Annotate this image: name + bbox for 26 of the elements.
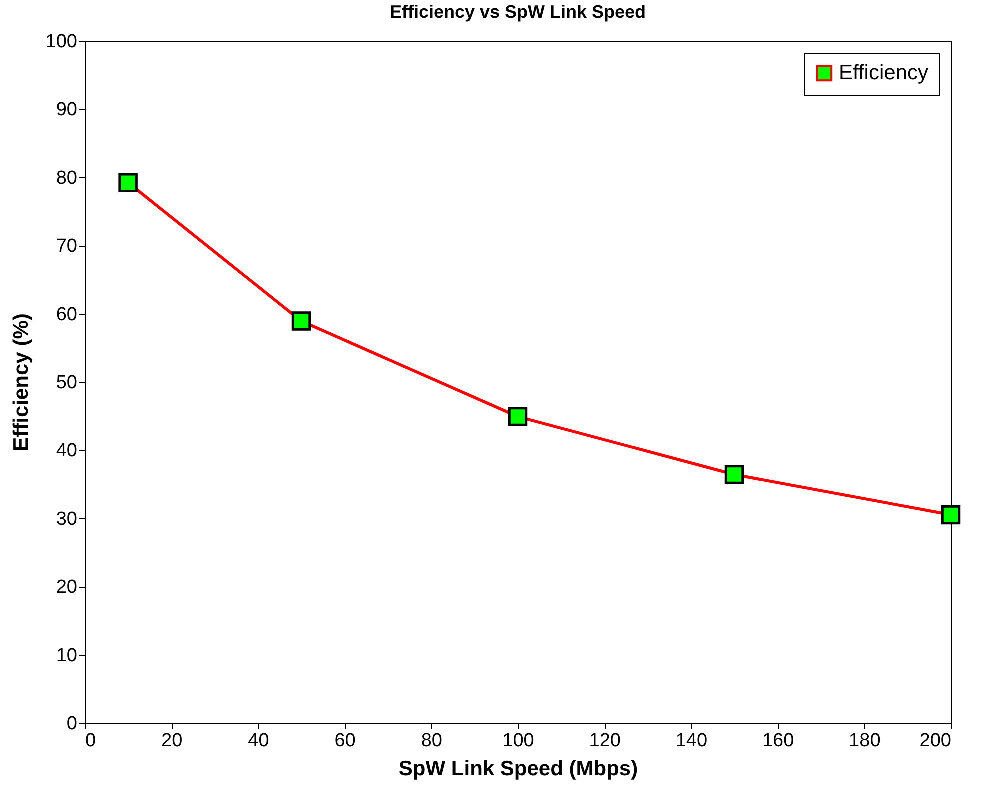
x-tick-label: 120 (589, 730, 621, 752)
x-tick-label: 20 (162, 730, 183, 752)
x-tick-label: 60 (334, 730, 356, 752)
y-tick-label: 30 (56, 508, 78, 530)
y-tick-label: 80 (56, 168, 78, 189)
y-tick-label: 0 (66, 714, 78, 734)
y-tick-label: 20 (56, 577, 78, 598)
x-tick-label: 100 (502, 730, 534, 752)
y-axis-title: Efficiency (%) (10, 314, 33, 452)
x-tick-label: 200 (920, 730, 952, 752)
y-tick-label: 40 (56, 440, 78, 462)
y-tick-label: 60 (56, 304, 78, 326)
y-tick-label: 90 (56, 100, 78, 121)
y-tick-label: 70 (56, 236, 78, 258)
y-tick-label: 50 (56, 372, 78, 394)
chart-title: Efficiency vs SpW Link Speed (390, 2, 646, 22)
x-tick-label: 40 (248, 730, 270, 752)
y-tick-label: 10 (56, 645, 78, 666)
legend-label: Efficiency (839, 62, 929, 84)
x-tick-label: 160 (762, 730, 794, 752)
x-axis-title: SpW Link Speed (Mbps) (398, 758, 638, 780)
x-tick-label: 180 (849, 730, 881, 752)
x-tick-label: 0 (86, 730, 96, 752)
x-tick-label: 80 (421, 730, 442, 752)
x-tick-label: 140 (676, 730, 708, 752)
y-tick-label: 100 (46, 32, 78, 52)
